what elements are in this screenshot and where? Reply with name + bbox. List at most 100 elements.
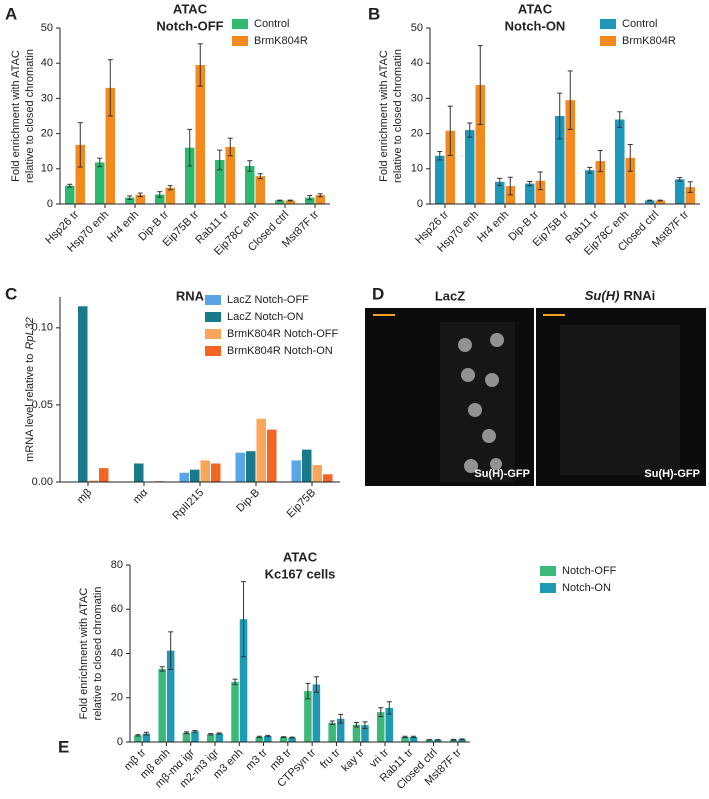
error-bar	[447, 105, 453, 156]
error-bar	[329, 720, 335, 726]
bar	[585, 170, 595, 204]
bar	[377, 712, 385, 742]
error-bar	[537, 171, 543, 191]
bar	[267, 429, 277, 482]
y-tick-label: 20	[41, 128, 53, 140]
bar	[291, 460, 301, 482]
error-bar	[289, 736, 295, 739]
error-bar	[183, 731, 189, 735]
bar	[182, 732, 191, 742]
bar	[449, 739, 458, 742]
bar	[675, 179, 685, 204]
bar	[125, 197, 135, 204]
bar	[555, 116, 565, 204]
error-bar	[227, 137, 233, 157]
legend-label: BrmK804R	[622, 35, 676, 47]
legend-swatch	[232, 19, 248, 29]
bar	[158, 668, 166, 742]
y-tick-label: 0	[417, 198, 423, 210]
bar	[525, 183, 535, 204]
y-tick-label: 20	[411, 128, 423, 140]
error-bar	[247, 160, 253, 172]
legend-label: Control	[622, 18, 657, 30]
panel-letter: A	[5, 4, 17, 23]
bar	[134, 735, 142, 742]
bar	[190, 469, 200, 482]
bar	[361, 725, 369, 742]
y-tick-label: 10	[41, 163, 53, 175]
bar	[302, 449, 312, 482]
error-bar	[256, 735, 262, 739]
y-tick-label: 30	[411, 92, 423, 104]
bar	[65, 185, 75, 204]
error-bar	[232, 678, 238, 685]
error-bar	[97, 157, 103, 168]
bar	[435, 155, 445, 204]
bar	[166, 650, 175, 742]
y-axis-label: Fold enrichment with ATAC	[78, 588, 90, 720]
bar	[615, 119, 625, 204]
bar	[255, 176, 265, 204]
legend-label: Control	[254, 18, 289, 30]
bar	[458, 739, 466, 742]
bar	[312, 684, 321, 742]
bar	[191, 731, 199, 742]
panel-letter: E	[58, 737, 69, 756]
error-bar	[437, 151, 443, 161]
error-bar	[386, 701, 392, 715]
legend-label: Notch-ON	[562, 582, 611, 594]
chart-title: RNA	[176, 288, 205, 303]
bar	[215, 160, 225, 204]
panel-letter: D	[372, 284, 384, 303]
bar	[305, 197, 315, 204]
image-caption: Su(H)-GFP	[474, 468, 530, 480]
bar	[239, 619, 248, 742]
bar	[207, 734, 215, 742]
y-axis-label: relative to closed chromatin	[24, 49, 36, 183]
bar	[312, 465, 322, 482]
error-bar	[477, 45, 483, 125]
y-tick-label: 10	[411, 163, 423, 175]
tissue	[560, 325, 680, 475]
bar	[235, 452, 245, 482]
error-bar	[305, 682, 311, 700]
error-bar	[127, 195, 133, 200]
x-tick-label: fru tr	[318, 746, 343, 771]
bar	[425, 739, 434, 742]
bar	[78, 306, 88, 482]
bar	[165, 187, 175, 204]
x-tick-label: mβ	[75, 487, 94, 506]
legend-swatch	[205, 295, 221, 305]
micrograph-panel: D LacZ Su(H) RNAi Su(H)-GFP Su(H)-GFP	[365, 284, 706, 486]
y-tick-label: 60	[111, 603, 123, 615]
error-bar	[77, 122, 83, 168]
y-tick-label: 80	[111, 559, 123, 571]
bar	[409, 736, 418, 742]
bar	[75, 144, 85, 204]
y-tick-label: 40	[41, 57, 53, 69]
x-tick-label: Dip-B	[234, 487, 262, 515]
error-bar	[265, 734, 271, 738]
x-tick-label: kay tr	[339, 746, 367, 774]
x-tick-label: mα	[131, 486, 151, 506]
y-tick-label: 0	[117, 736, 123, 748]
bar	[200, 460, 210, 482]
bar	[288, 737, 296, 742]
x-tick-label: RpII215	[170, 487, 206, 523]
bar	[95, 162, 105, 204]
error-bar	[627, 144, 633, 172]
legend-label: BrmK804R Notch-ON	[227, 345, 333, 357]
y-axis-label-text: mRNA level relative to	[24, 354, 36, 462]
legend-swatch	[205, 329, 221, 339]
bar	[255, 736, 264, 742]
legend-swatch	[540, 583, 556, 593]
bar	[401, 736, 409, 742]
chart-title: ATAC	[518, 1, 553, 16]
error-bar	[277, 199, 283, 202]
legend-swatch	[600, 19, 616, 29]
error-bar	[411, 735, 417, 739]
bar	[134, 463, 144, 482]
bar	[215, 733, 223, 742]
legend-label: BrmK804R	[254, 35, 308, 47]
